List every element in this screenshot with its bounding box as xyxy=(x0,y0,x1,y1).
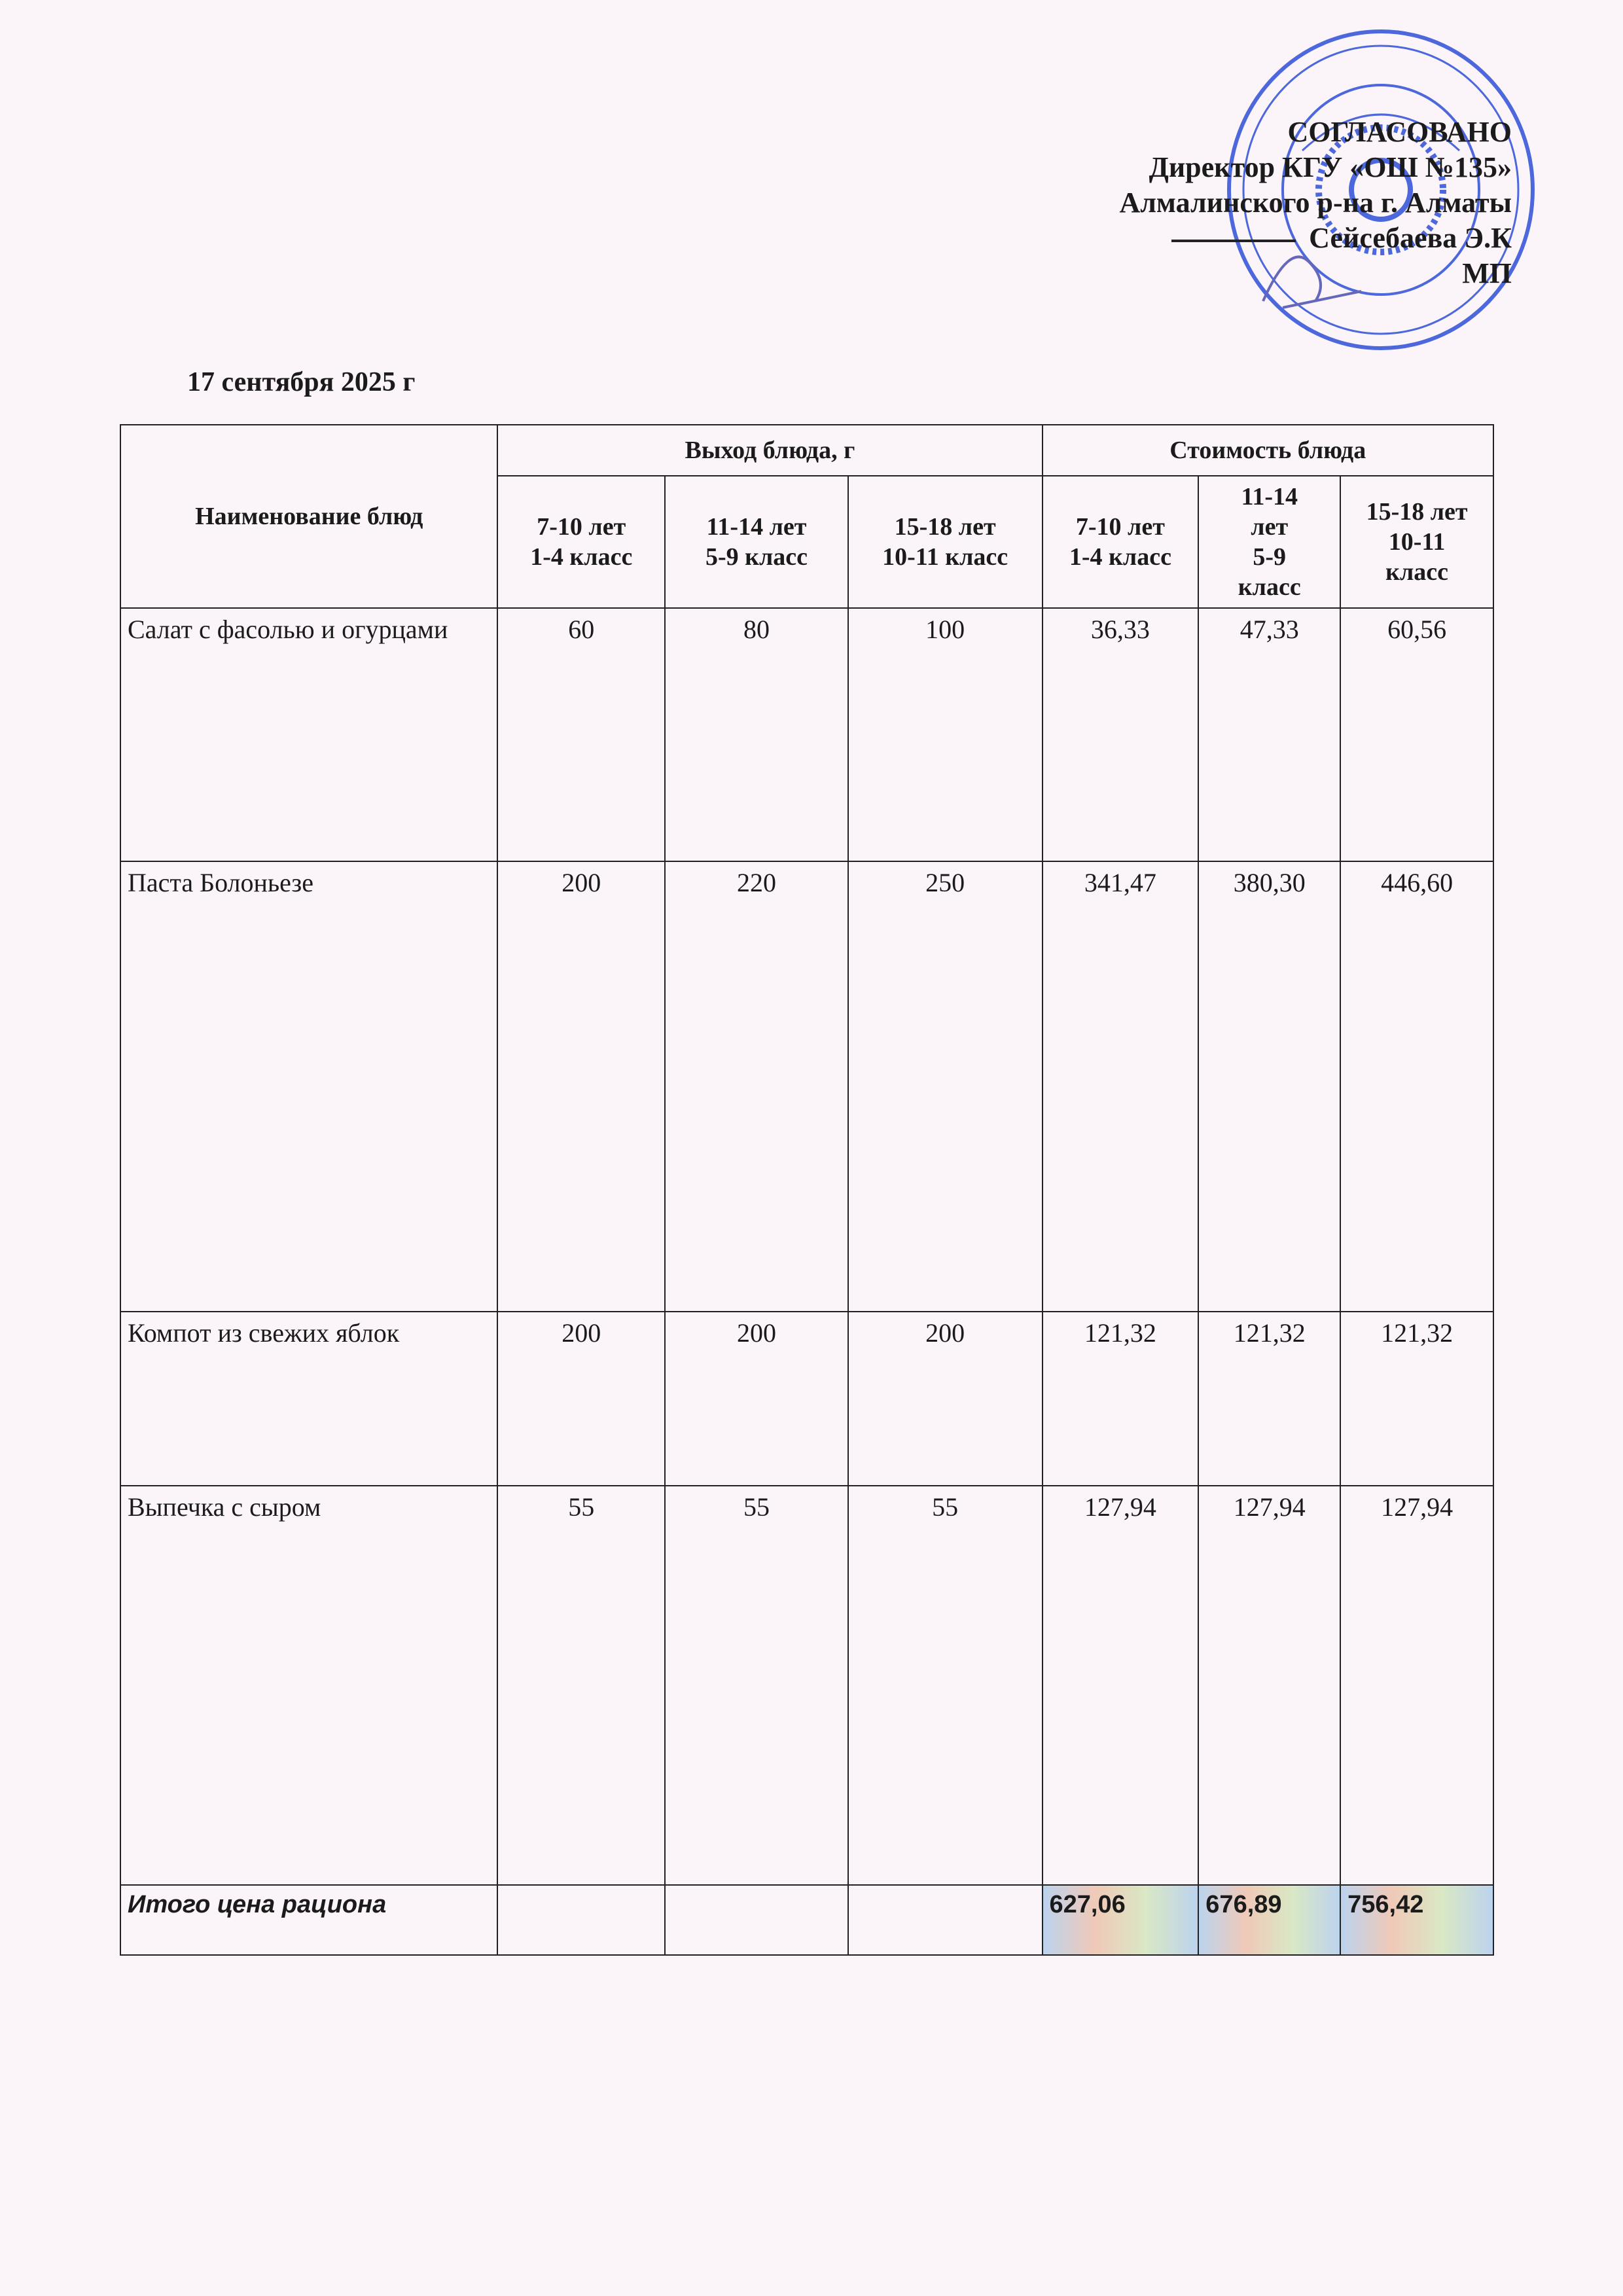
dish-cost: 121,32 xyxy=(1340,1311,1494,1486)
header-yield-group: Выход блюда, г xyxy=(497,424,1043,476)
dish-name: Салат с фасолью и огурцами xyxy=(119,607,499,862)
total-cost: 676,89 xyxy=(1198,1884,1342,1956)
dish-cost: 47,33 xyxy=(1198,607,1342,862)
dish-cost: 121,32 xyxy=(1198,1311,1342,1486)
dish-name: Компот из свежих яблок xyxy=(119,1311,499,1486)
header-cost-age: 15-18 лет 10-11 класс xyxy=(1340,475,1494,609)
table-row: Выпечка с сыром 55 55 55 127,94 127,94 127,94 xyxy=(119,1485,1494,1886)
dish-yield: 55 xyxy=(664,1485,849,1886)
header-yield-age: 15-18 лет 10-11 класс xyxy=(847,475,1043,609)
dish-yield: 250 xyxy=(847,861,1043,1312)
dish-cost: 60,56 xyxy=(1340,607,1494,862)
dish-cost: 36,33 xyxy=(1041,607,1200,862)
approval-position: Директор КГУ «ОШ №135» xyxy=(1149,151,1512,183)
total-label: Итого цена рациона xyxy=(119,1884,499,1956)
dish-cost: 446,60 xyxy=(1340,861,1494,1312)
dish-yield: 55 xyxy=(847,1485,1043,1886)
dish-cost: 341,47 xyxy=(1041,861,1200,1312)
dish-yield: 80 xyxy=(664,607,849,862)
signature xyxy=(1262,255,1362,309)
header-dish-name: Наименование блюд xyxy=(119,424,499,609)
dish-yield: 100 xyxy=(847,607,1043,862)
header-cost-age: 11-14 лет 5-9 класс xyxy=(1198,475,1342,609)
dish-yield: 200 xyxy=(497,1311,666,1486)
dish-yield: 200 xyxy=(664,1311,849,1486)
approval-block: СОГЛАСОВАНО Директор КГУ «ОШ №135» Алмал… xyxy=(1119,115,1512,291)
document-date: 17 сентября 2025 г xyxy=(187,367,416,397)
dish-cost: 127,94 xyxy=(1340,1485,1494,1886)
dish-cost: 380,30 xyxy=(1198,861,1342,1312)
dish-cost: 121,32 xyxy=(1041,1311,1200,1486)
dish-yield: 200 xyxy=(497,861,666,1312)
approval-mp: МП xyxy=(1462,257,1512,289)
dish-cost: 127,94 xyxy=(1198,1485,1342,1886)
total-cost: 756,42 xyxy=(1340,1884,1494,1956)
dish-cost: 127,94 xyxy=(1041,1485,1200,1886)
dish-yield: 220 xyxy=(664,861,849,1312)
total-cost: 627,06 xyxy=(1041,1884,1200,1956)
header-cost-group: Стоимость блюда xyxy=(1041,424,1494,476)
dish-name: Выпечка с сыром xyxy=(119,1485,499,1886)
approval-title: СОГЛАСОВАНО xyxy=(1287,116,1512,148)
approval-district: Алмалинского р-на г. Алматы xyxy=(1119,187,1512,219)
menu-table: Наименование блюд Выход блюда, г Стоимос… xyxy=(119,424,1494,1956)
table-row: Салат с фасолью и огурцами 60 80 100 36,33 47… xyxy=(119,607,1494,862)
table-row: Компот из свежих яблок 200 200 200 121,32 121… xyxy=(119,1311,1494,1486)
dish-yield: 60 xyxy=(497,607,666,862)
dish-name: Паста Болоньезе xyxy=(119,861,499,1312)
approval-signatory: Сейсебаева Э.К xyxy=(1309,222,1512,254)
table-row: Паста Болоньезе 200 220 250 341,47 380,30 446,… xyxy=(119,861,1494,1312)
official-seal-stamp xyxy=(1227,29,1535,350)
dish-yield: 200 xyxy=(847,1311,1043,1486)
header-yield-age: 11-14 лет 5-9 класс xyxy=(664,475,849,609)
total-row: Итого цена рациона 627,06 676,89 756,42 xyxy=(119,1884,1494,1956)
header-yield-age: 7-10 лет 1-4 класс xyxy=(497,475,666,609)
dish-yield: 55 xyxy=(497,1485,666,1886)
header-cost-age: 7-10 лет 1-4 класс xyxy=(1041,475,1200,609)
signature-line xyxy=(1171,239,1296,242)
